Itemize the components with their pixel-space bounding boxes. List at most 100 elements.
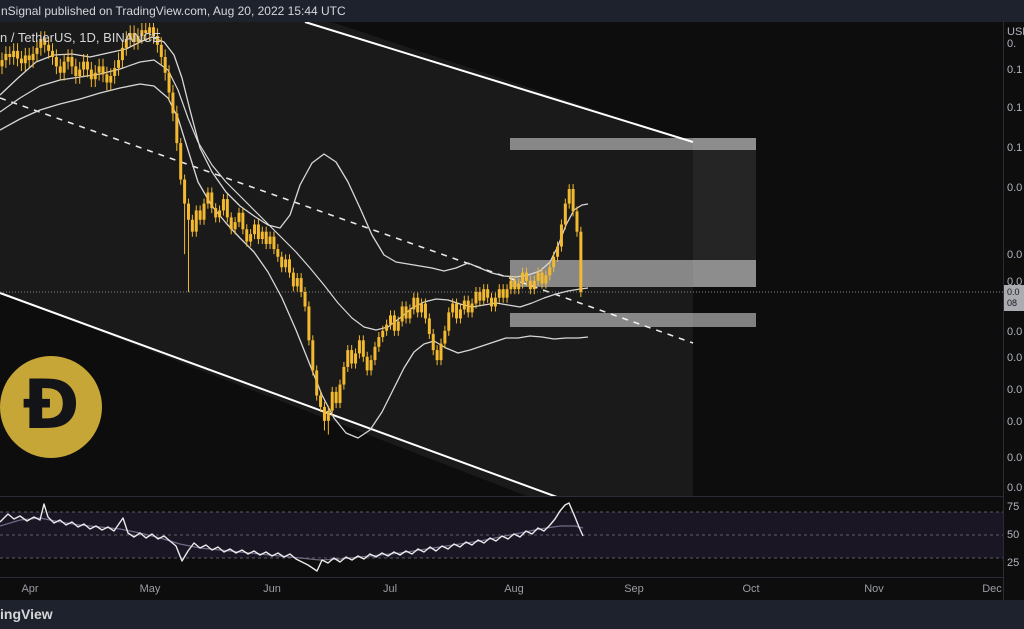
price-axis[interactable]: USD 0.0.10.10.10.00.00.00.00.00.00.00.00… [1004,22,1024,600]
price-axis-unit-label: USD [1007,26,1024,38]
candle-body [51,50,55,58]
candle-body [559,224,563,247]
candle-body [536,272,540,281]
candle-body [334,391,338,404]
candle-body [190,219,194,232]
candle-body [109,75,113,83]
candle-body [78,69,82,76]
candle-body [144,30,148,34]
candle-body [431,333,435,351]
candle-body [307,306,311,341]
symbol-legend[interactable]: n / TetherUS, 1D, BINANCE [0,30,161,45]
candle-body [540,272,544,284]
candle-body [155,35,159,45]
candle-body [23,55,27,64]
candle-body [35,47,39,54]
pane-divider[interactable] [0,496,1003,497]
publish-info-bar: nSignal published on TradingView.com, Au… [0,0,1024,22]
support-zone[interactable] [510,313,756,327]
candle-body [490,297,494,307]
price-axis-tick: 0.0 [1007,182,1023,194]
price-axis-divider [1003,22,1004,600]
candle-body [202,203,206,220]
candle-body [451,303,455,313]
bollinger-lower-band [0,83,589,439]
time-axis-tick-oct: Oct [742,583,760,595]
candle-body [66,57,70,62]
rsi-30-70-band [0,512,1003,558]
candle-body [458,309,462,319]
candle-body [214,208,218,218]
candle-body [396,321,400,331]
rsi-line [0,502,584,572]
candle-body [284,259,288,268]
candle-body [389,315,392,325]
candle-body [186,203,190,220]
candle-body [175,113,179,144]
candle-body [58,66,62,73]
publish-info-text: nSignal published on TradingView.com, Au… [1,4,346,18]
candle-body [462,300,466,310]
candle-body [233,222,237,230]
candle-body [447,312,451,331]
candle-body [342,366,346,385]
time-axis-tick-jul: Jul [382,583,398,595]
rsi-axis-tick: 75 [1007,501,1020,513]
channel-median-dashed-line[interactable] [0,97,694,344]
channel-lower-trendline[interactable] [0,292,558,496]
candle-body [12,50,16,58]
tradingview-logo-text[interactable]: ingView [0,606,53,622]
candle-body [276,249,280,257]
candle-body [124,38,128,48]
axis-divider [0,577,1003,578]
candle-body [416,297,420,313]
candle-body [140,30,144,36]
candle-body [365,356,369,371]
candle-body [225,199,229,218]
channel-upper-trendline[interactable] [304,22,694,143]
price-axis-tick: 0.0 [1007,326,1023,338]
candle-body [256,224,260,240]
candle-body [221,199,225,211]
footer-bar: ingView [0,600,1024,629]
candle-body [466,300,470,313]
candle-body [163,57,167,73]
candle-body [439,343,443,361]
candle-body [268,236,272,245]
candle-body [493,297,497,307]
candle-body [62,61,66,73]
price-axis-tick: 0.0 [1007,452,1023,464]
candle-body [420,303,424,313]
candle-body [319,395,323,407]
candle-body [47,44,51,51]
rsi-axis-tick: 50 [1007,529,1020,541]
candle-body [39,38,43,48]
candle-body [579,231,583,292]
candle-body [206,192,210,204]
price-axis-tick: 0. [1007,38,1017,50]
candle-body [552,256,556,268]
candle-body [117,60,121,68]
candle-body [544,275,548,284]
time-axis-tick-jun: Jun [263,583,281,595]
projection-column [693,138,756,287]
price-chart-pane[interactable] [0,22,1003,496]
candle-body [474,292,478,304]
rsi-indicator-pane[interactable] [0,497,1003,577]
candle-body [4,53,8,61]
candle-body [350,350,354,364]
upper-resistance-zone[interactable] [510,138,756,150]
time-axis[interactable]: Apr May Jun Jul Aug Sep Oct Nov Dec [0,581,1003,600]
candle-body [159,44,163,58]
candle-body [101,66,105,75]
candle-body [167,72,171,93]
candle-body [27,55,31,61]
candle-body [435,350,439,361]
candle-body [70,57,74,67]
candle-body [85,61,89,70]
price-axis-tick: 0.1 [1007,64,1023,76]
candle-body [501,289,505,298]
candle-body [330,391,334,411]
time-axis-tick-nov: Nov [864,583,884,595]
candle-body [455,303,459,319]
